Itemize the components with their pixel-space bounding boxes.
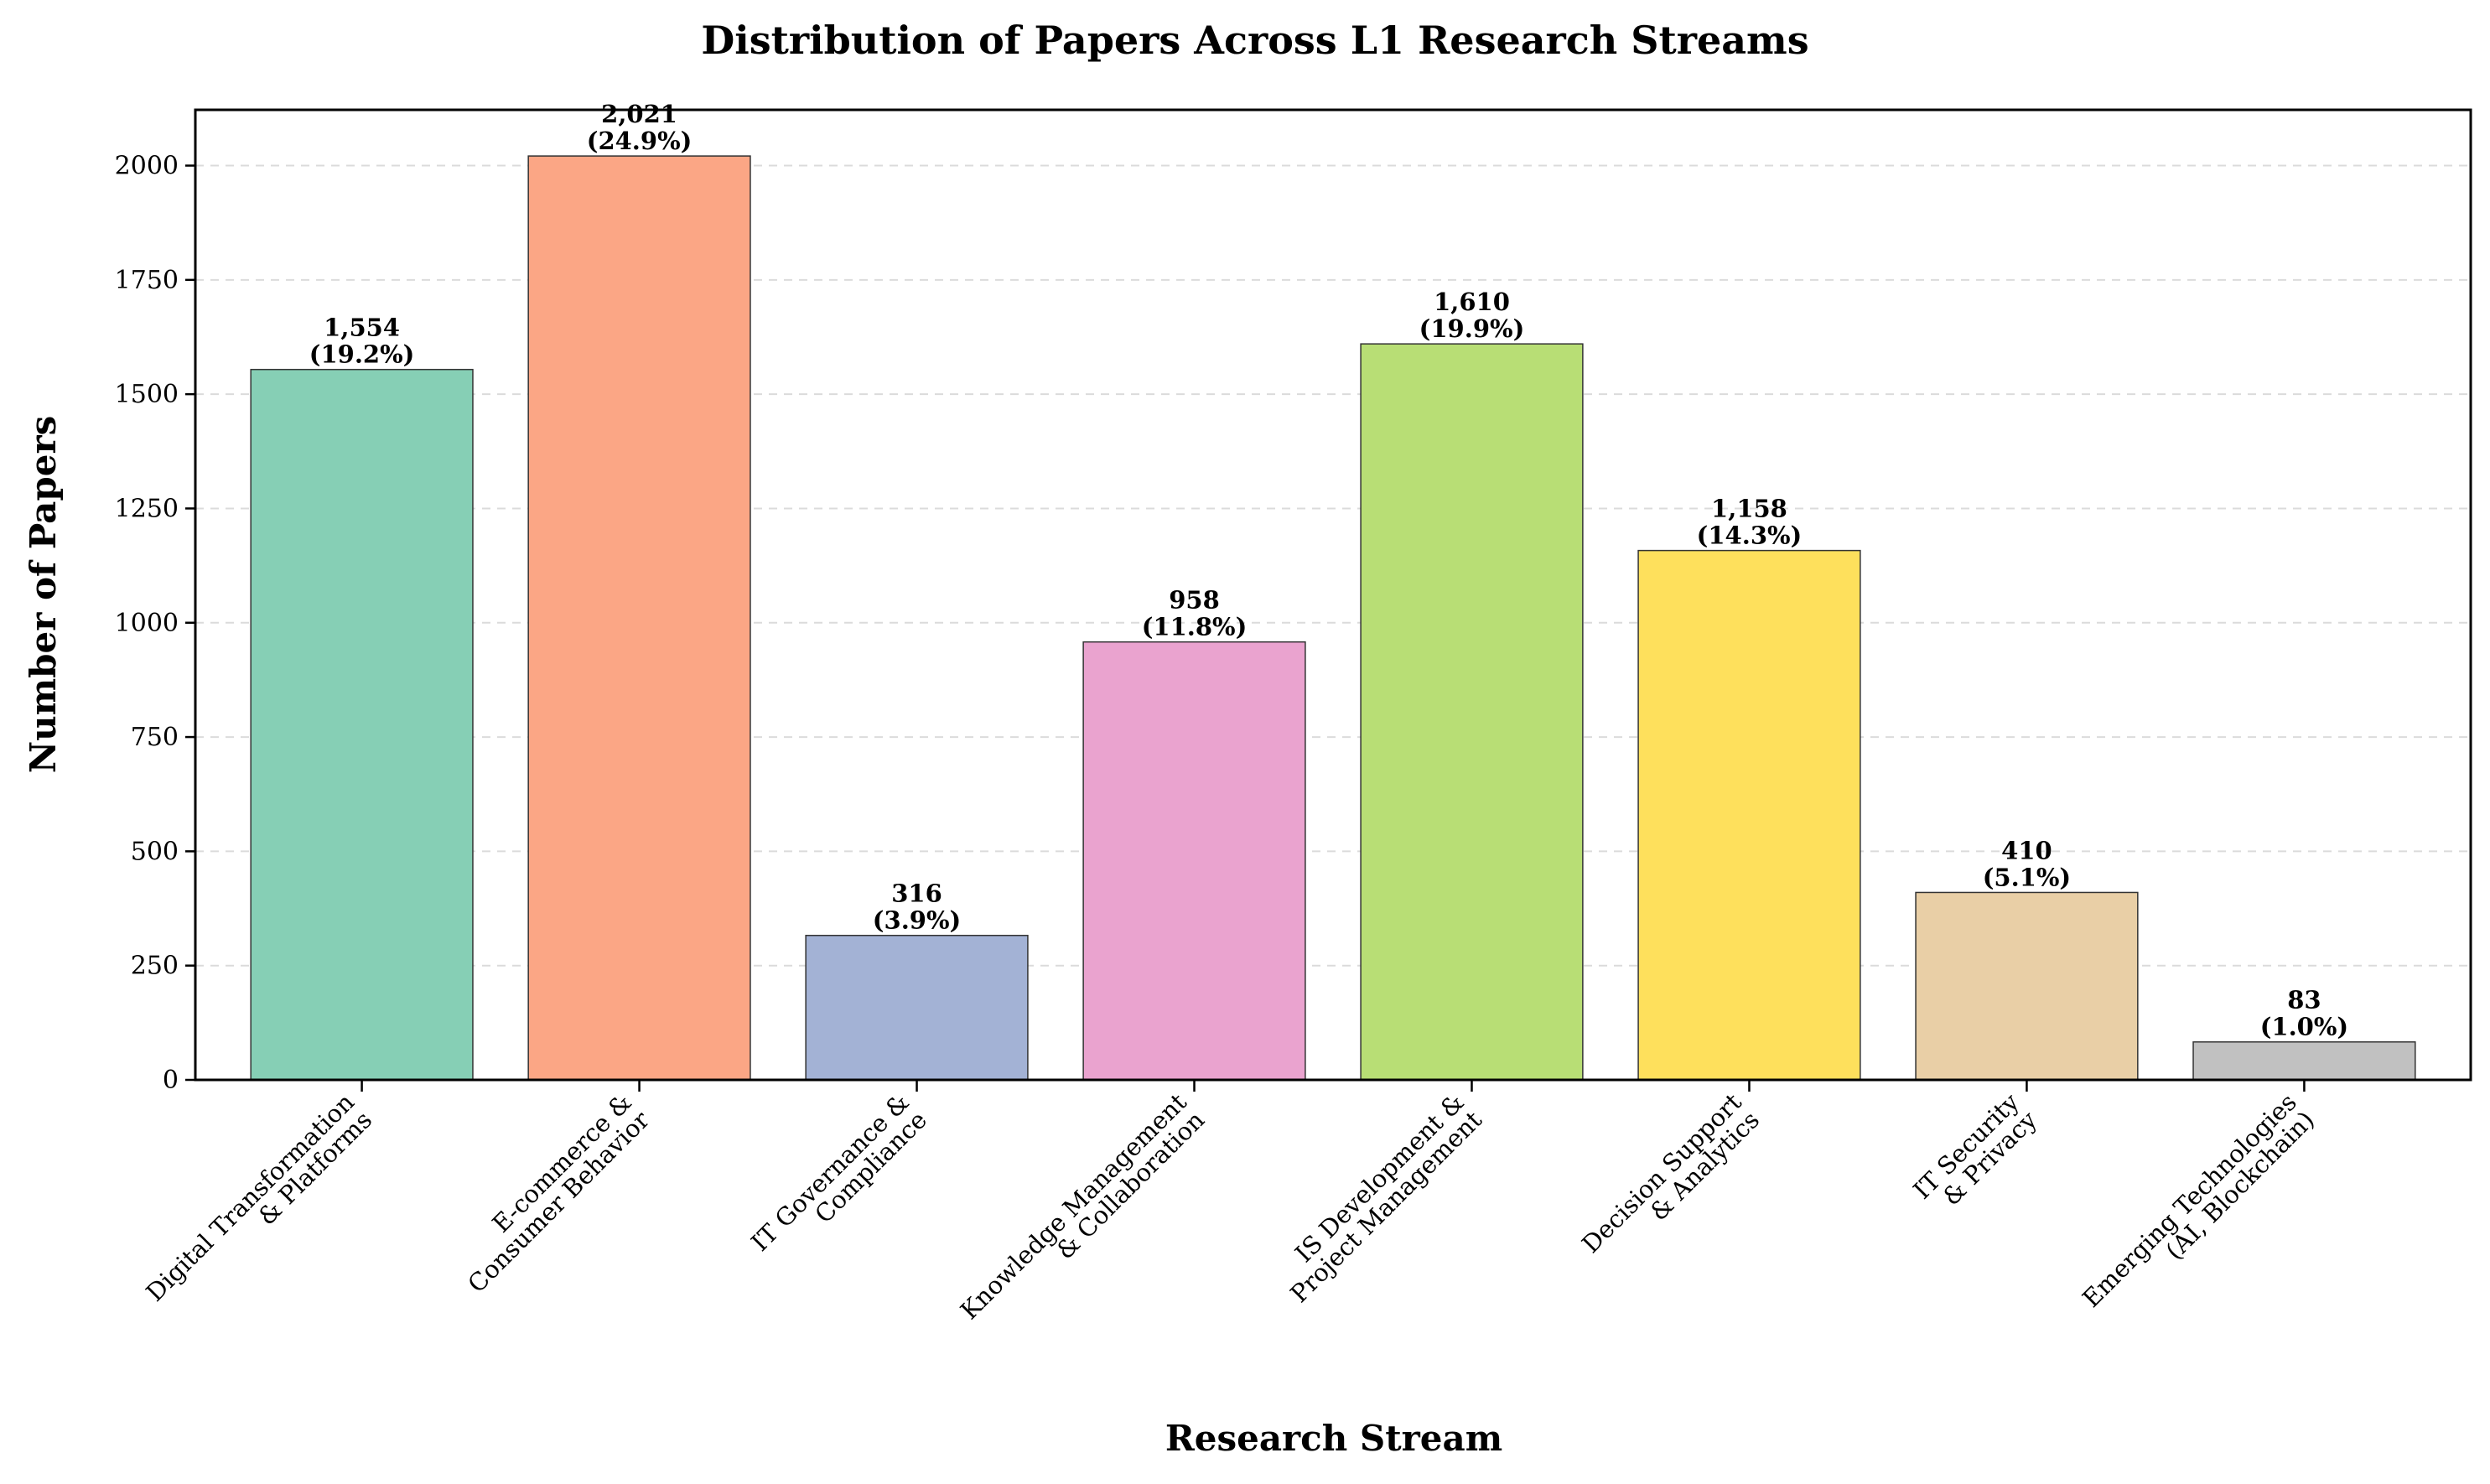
data-labels: 1,554(19.2%) 2,021(24.9%) 316(3.9%) 958(11.… xyxy=(309,100,2348,1041)
bar-percent-label: (19.2%) xyxy=(309,340,415,369)
bar-value-label: 83 xyxy=(2287,986,2321,1014)
x-tick-label: Digital Transformation& Platforms xyxy=(141,1087,378,1306)
x-tick-label: IT Governance &Compliance xyxy=(745,1087,932,1257)
bar-value-label: 410 xyxy=(2001,836,2052,864)
bar-percent-label: (24.9%) xyxy=(587,127,693,155)
x-tick-label-line: IT Governance & xyxy=(745,1087,915,1257)
bar-percent-label: (14.3%) xyxy=(1697,521,1803,550)
x-tick-label-line: IS Development & xyxy=(1289,1087,1470,1268)
bar xyxy=(2192,1040,2416,1081)
y-tick-label: 500 xyxy=(131,837,179,866)
bar-value-label: 2,021 xyxy=(601,100,677,128)
x-axis-label: Research Stream xyxy=(1165,1418,1502,1459)
y-axis: 0 250 500 750 1000 1250 1500 1750 2000 xyxy=(115,152,195,1095)
plot-frame xyxy=(194,108,2472,1082)
y-tick-label: 750 xyxy=(131,723,179,752)
bar-percent-label: (3.9%) xyxy=(873,906,961,935)
x-tick-label: IT Security& Privacy xyxy=(1907,1087,2042,1212)
x-tick-label-line: Project Management xyxy=(1284,1105,1487,1308)
bar xyxy=(1637,549,1861,1081)
y-tick-label: 1000 xyxy=(115,609,179,638)
bar xyxy=(805,934,1029,1081)
bar-value-label: 958 xyxy=(1169,586,1220,615)
x-tick-label-line: Decision Support xyxy=(1576,1087,1747,1258)
bar-percent-label: (5.1%) xyxy=(1983,863,2071,891)
x-tick-label: E-commerce &Consumer Behavior xyxy=(462,1087,655,1298)
y-axis-label: Number of Papers xyxy=(23,416,64,773)
x-tick-label-line: Emerging Technologies xyxy=(2077,1087,2302,1313)
bar xyxy=(1360,343,1584,1081)
bar-percent-label: (11.8%) xyxy=(1142,613,1248,641)
y-tick-label: 1250 xyxy=(115,494,179,523)
bars xyxy=(250,155,2416,1081)
bar xyxy=(527,155,751,1081)
y-tick-label: 2000 xyxy=(115,152,179,181)
x-tick-label: Knowledge Management& Collaboration xyxy=(955,1087,1210,1325)
bar xyxy=(1915,891,2139,1081)
bar xyxy=(250,368,474,1081)
y-tick-label: 1750 xyxy=(115,266,179,295)
x-tick-label: Decision Support& Analytics xyxy=(1576,1087,1765,1258)
bar-value-label: 316 xyxy=(891,880,942,908)
bar-value-label: 1,610 xyxy=(1434,288,1510,316)
y-tick-label: 250 xyxy=(131,952,179,981)
x-tick-label: IS Development &Project Management xyxy=(1284,1087,1487,1308)
x-axis: Digital Transformation& Platforms E-comme… xyxy=(141,1080,2320,1325)
x-tick-label-line: Knowledge Management xyxy=(955,1087,1192,1325)
y-tick-label: 0 xyxy=(163,1066,179,1095)
bar xyxy=(1082,641,1306,1081)
x-tick-label-line: Consumer Behavior xyxy=(462,1105,655,1298)
bar-percent-label: (1.0%) xyxy=(2260,1013,2348,1041)
bar-value-label: 1,554 xyxy=(324,314,400,342)
x-tick-label-line: Digital Transformation xyxy=(141,1087,360,1306)
x-tick-label: Emerging Technologies(AI, Blockchain) xyxy=(2077,1087,2320,1313)
chart-title: Distribution of Papers Across L1 Researc… xyxy=(701,18,1808,63)
y-tick-label: 1500 xyxy=(115,380,179,409)
bar-value-label: 1,158 xyxy=(1711,495,1787,523)
bar-percent-label: (19.9%) xyxy=(1419,314,1525,343)
